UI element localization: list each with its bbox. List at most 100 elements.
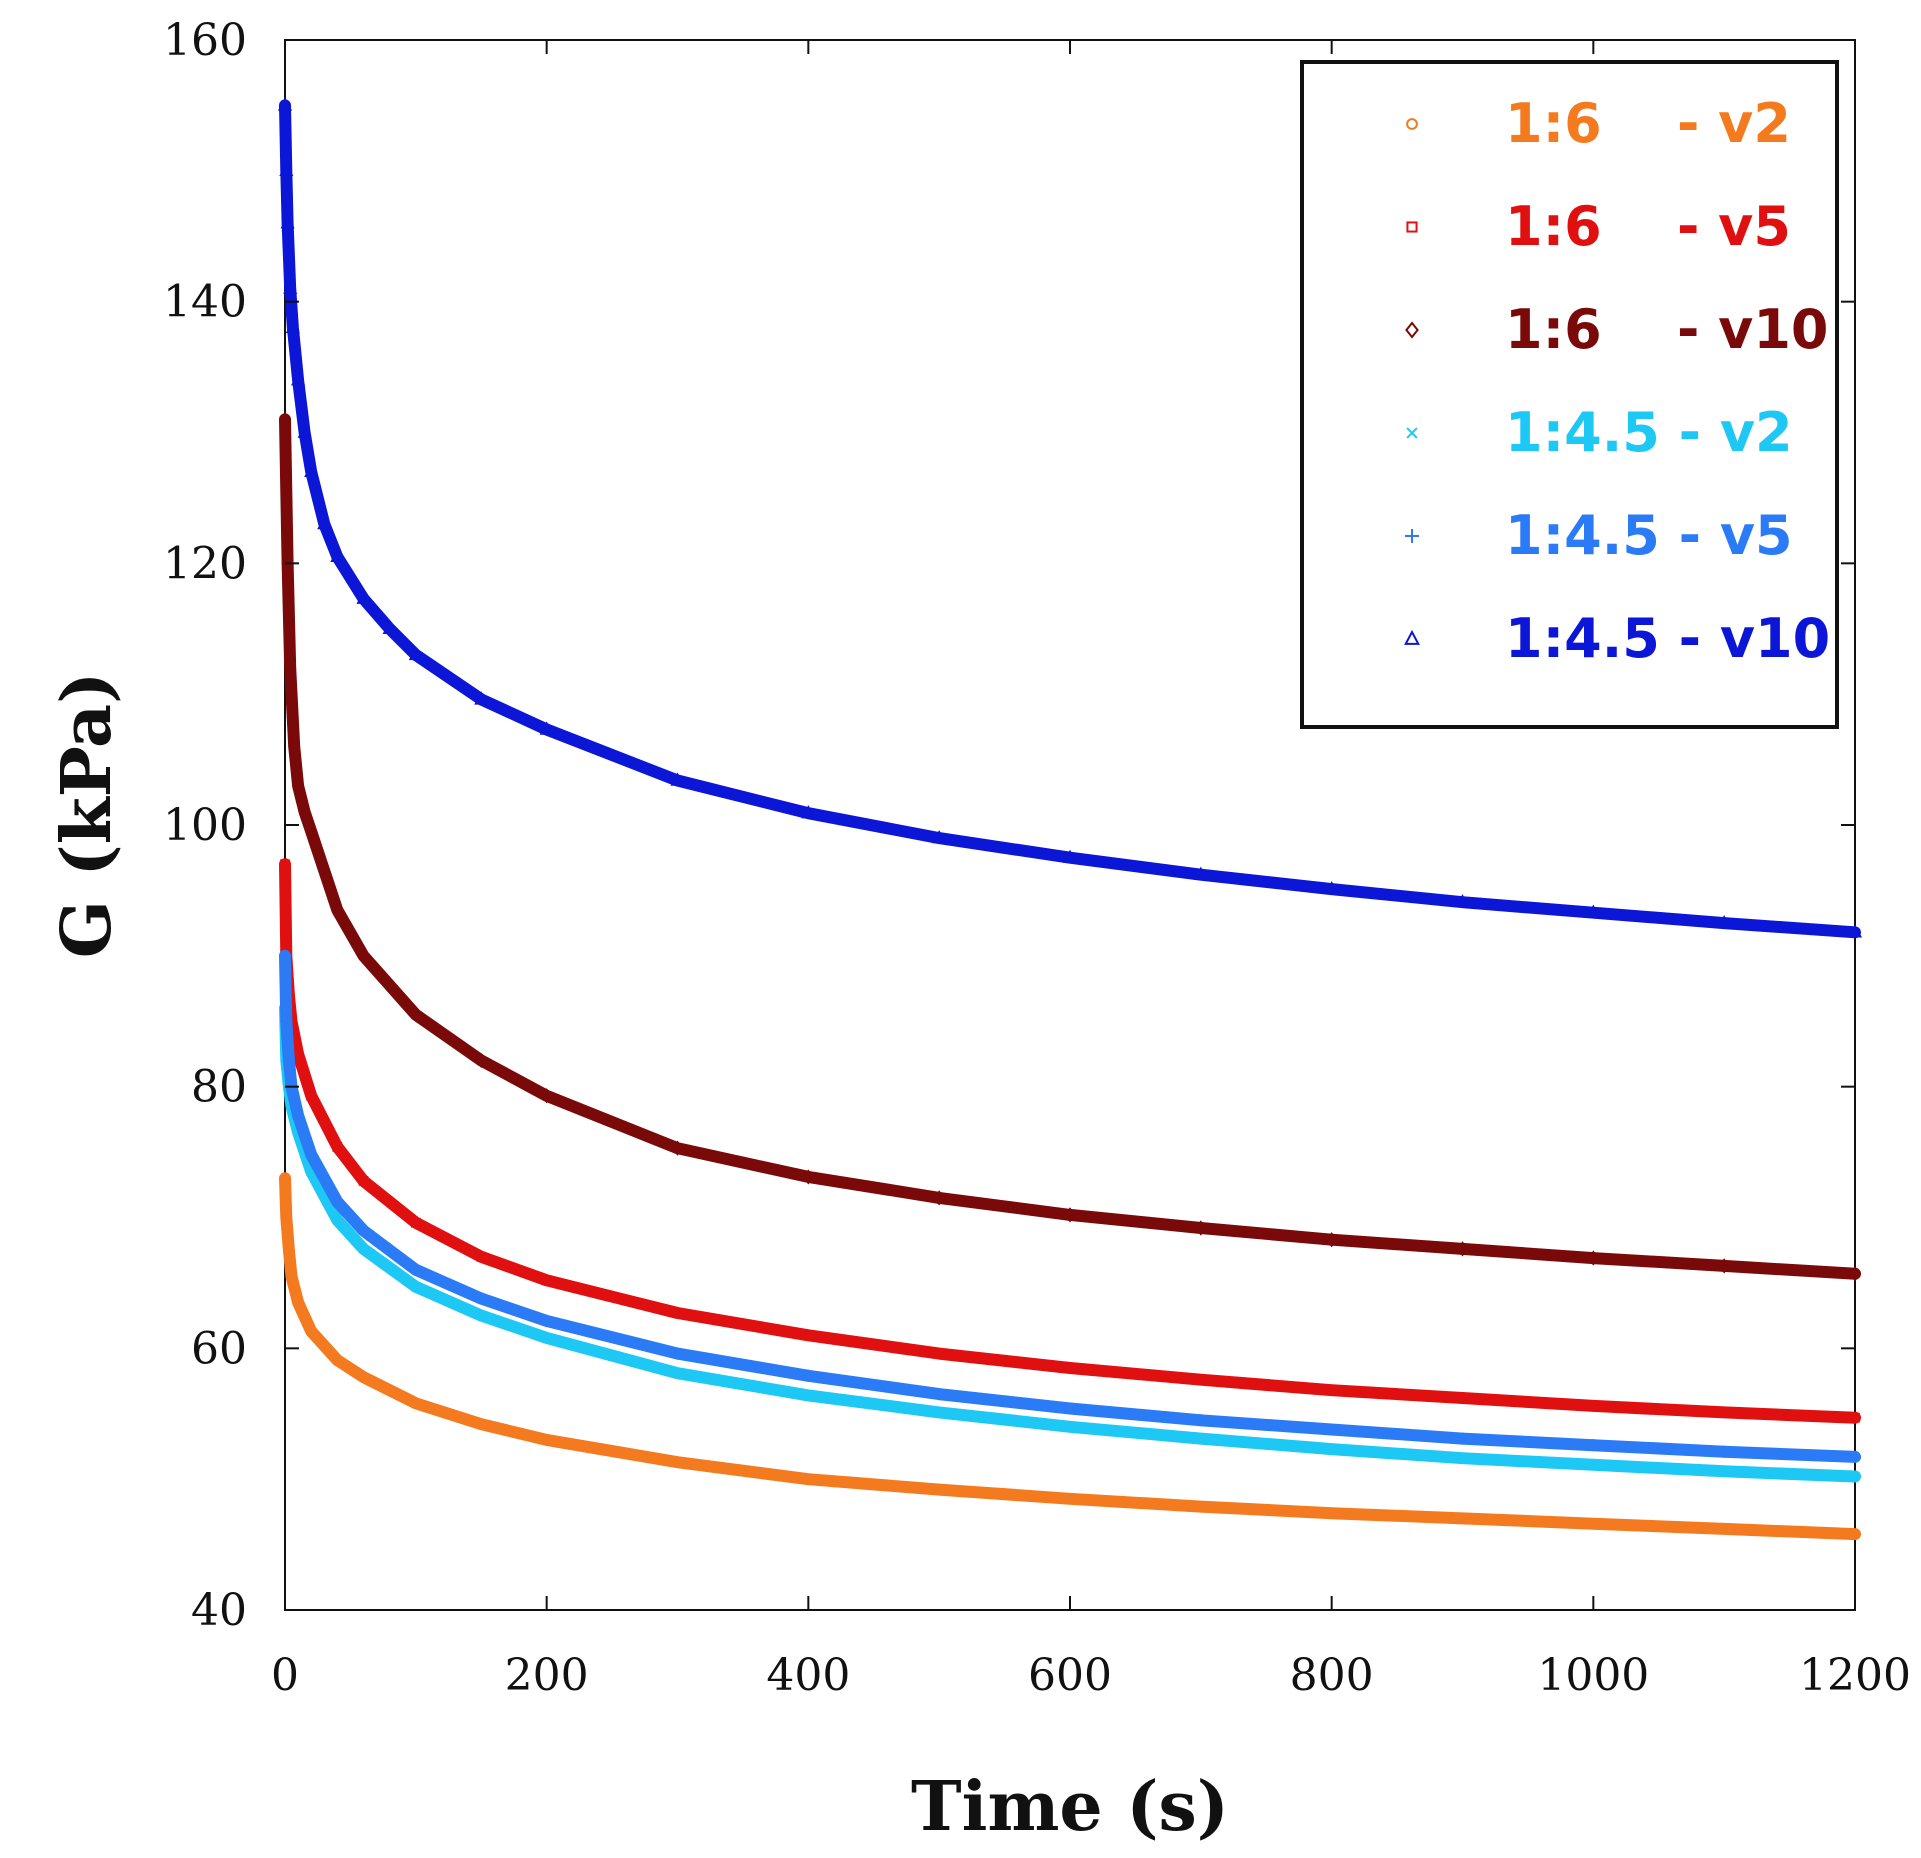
data-point <box>1326 1385 1337 1396</box>
data-point <box>476 1310 487 1321</box>
data-point <box>1195 1433 1206 1444</box>
data-point <box>1849 1528 1861 1540</box>
y-tick-label: 60 <box>191 1323 247 1374</box>
series-3 <box>278 411 1862 1282</box>
data-point <box>1719 1407 1730 1418</box>
data-point <box>357 1224 370 1237</box>
data-point <box>1457 1393 1468 1403</box>
series-2 <box>279 858 1861 1424</box>
legend-item: 1:4.5 - v10 <box>1404 607 1830 670</box>
data-point <box>291 372 306 386</box>
data-point <box>1194 1414 1207 1427</box>
legend-label: 1:4.5 - v5 <box>1505 504 1793 567</box>
data-point <box>410 1398 422 1409</box>
x-tick-label: 200 <box>505 1650 589 1701</box>
data-point <box>1588 1401 1599 1411</box>
y-tick-label: 40 <box>191 1585 247 1636</box>
data-point <box>934 1407 945 1418</box>
data-point <box>1588 1459 1599 1470</box>
series-line <box>279 1172 1861 1541</box>
data-point <box>1456 1432 1469 1445</box>
data-point <box>306 1090 317 1101</box>
series-line <box>279 949 1861 1463</box>
data-point <box>283 1245 295 1256</box>
data-point <box>277 97 293 111</box>
series-line <box>279 413 1861 1280</box>
data-point <box>304 463 319 477</box>
data-point <box>803 1390 814 1401</box>
data-point <box>1325 1232 1338 1248</box>
x-axis-title: Time (s) <box>911 1767 1229 1847</box>
data-point <box>1324 880 1339 895</box>
series-line <box>279 99 1861 939</box>
data-point <box>1063 1207 1077 1223</box>
data-point <box>286 1271 297 1282</box>
y-tick-label: 160 <box>163 15 247 66</box>
data-point <box>1326 1507 1337 1519</box>
legend-box <box>1300 60 1839 729</box>
data-point <box>1457 1453 1468 1464</box>
legend-marker <box>1406 221 1418 233</box>
legend-marker <box>1405 321 1419 339</box>
y-tick-label: 140 <box>163 277 247 328</box>
series-1 <box>279 1172 1861 1541</box>
data-point <box>1065 1363 1075 1373</box>
data-point <box>292 778 305 794</box>
data-point <box>1325 1423 1338 1436</box>
data-point <box>541 1275 552 1286</box>
data-point <box>280 215 295 229</box>
data-point <box>671 1140 684 1156</box>
data-point <box>1718 1258 1731 1274</box>
legend-label: 1:6 - v2 <box>1505 92 1791 155</box>
series-6 <box>277 97 1863 939</box>
data-point <box>802 1369 815 1382</box>
data-point <box>1850 1412 1860 1423</box>
data-point <box>1718 1445 1731 1458</box>
data-point <box>1586 904 1601 918</box>
data-point <box>285 319 300 334</box>
data-point <box>331 1195 344 1208</box>
data-point <box>409 1007 422 1023</box>
data-point <box>1326 1444 1337 1454</box>
data-point <box>280 859 290 870</box>
legend-item: 1:4.5 - v5 <box>1405 504 1793 567</box>
data-point <box>279 162 294 177</box>
data-point <box>279 949 291 962</box>
data-point <box>278 411 292 428</box>
data-point <box>1195 1501 1207 1512</box>
data-point <box>358 1371 369 1383</box>
data-point <box>1193 866 1208 880</box>
data-point <box>1850 1471 1860 1482</box>
data-point <box>1587 1250 1600 1266</box>
x-tick-label: 0 <box>271 1650 299 1701</box>
data-point <box>476 1419 487 1430</box>
data-point <box>933 1190 946 1206</box>
x-tick-label: 1000 <box>1537 1650 1649 1701</box>
data-point <box>1065 1421 1075 1432</box>
data-point <box>1588 1518 1599 1529</box>
data-point <box>279 1173 291 1184</box>
data-point <box>305 823 318 840</box>
data-point <box>332 1141 343 1152</box>
data-point <box>1195 1374 1206 1385</box>
legend-marker <box>1405 529 1419 543</box>
legend-item: 1:6 - v10 <box>1405 298 1829 361</box>
data-point <box>410 1281 421 1292</box>
data-point <box>541 1434 552 1446</box>
data-point <box>1719 1466 1730 1477</box>
data-point <box>672 1368 683 1379</box>
data-point <box>803 1473 814 1485</box>
series-5 <box>279 949 1861 1463</box>
legend-item: 1:6 - v5 <box>1406 195 1791 258</box>
legend-label: 1:6 - v10 <box>1505 298 1829 361</box>
y-tick-label: 120 <box>163 538 247 589</box>
data-point <box>1587 1439 1600 1452</box>
data-point <box>932 829 947 844</box>
data-point <box>356 590 371 604</box>
data-point <box>540 1314 553 1327</box>
data-point <box>1718 1523 1730 1535</box>
data-point <box>1064 1402 1076 1415</box>
data-point <box>332 1215 343 1226</box>
data-point <box>803 1330 814 1341</box>
data-point <box>475 1292 488 1305</box>
